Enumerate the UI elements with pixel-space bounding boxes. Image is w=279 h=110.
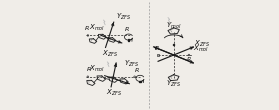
Text: R: R <box>87 67 91 72</box>
Text: R: R <box>187 57 192 62</box>
Text: R: R <box>125 27 129 32</box>
Text: R: R <box>135 68 140 73</box>
Polygon shape <box>128 39 129 41</box>
Text: $X_{ZFS}$: $X_{ZFS}$ <box>102 49 118 59</box>
Text: $Y_{ZFS}$: $Y_{ZFS}$ <box>116 12 131 22</box>
Text: $X_{ZFS}$: $X_{ZFS}$ <box>194 39 211 49</box>
Text: $X_{mol}$: $X_{mol}$ <box>193 44 209 54</box>
Text: R: R <box>85 26 89 31</box>
Text: $Y_{mol}$: $Y_{mol}$ <box>166 21 181 31</box>
Polygon shape <box>173 44 174 45</box>
Text: $Y_{ZFS}$: $Y_{ZFS}$ <box>124 58 139 69</box>
Text: $X_{mol}$: $X_{mol}$ <box>89 64 105 74</box>
Text: R: R <box>155 46 159 51</box>
Polygon shape <box>139 81 141 82</box>
Text: $X_{ZFS}$: $X_{ZFS}$ <box>106 88 122 98</box>
Text: $X_{mol}$: $X_{mol}$ <box>89 22 105 33</box>
Text: $Y_{ZFS}$: $Y_{ZFS}$ <box>166 79 181 89</box>
